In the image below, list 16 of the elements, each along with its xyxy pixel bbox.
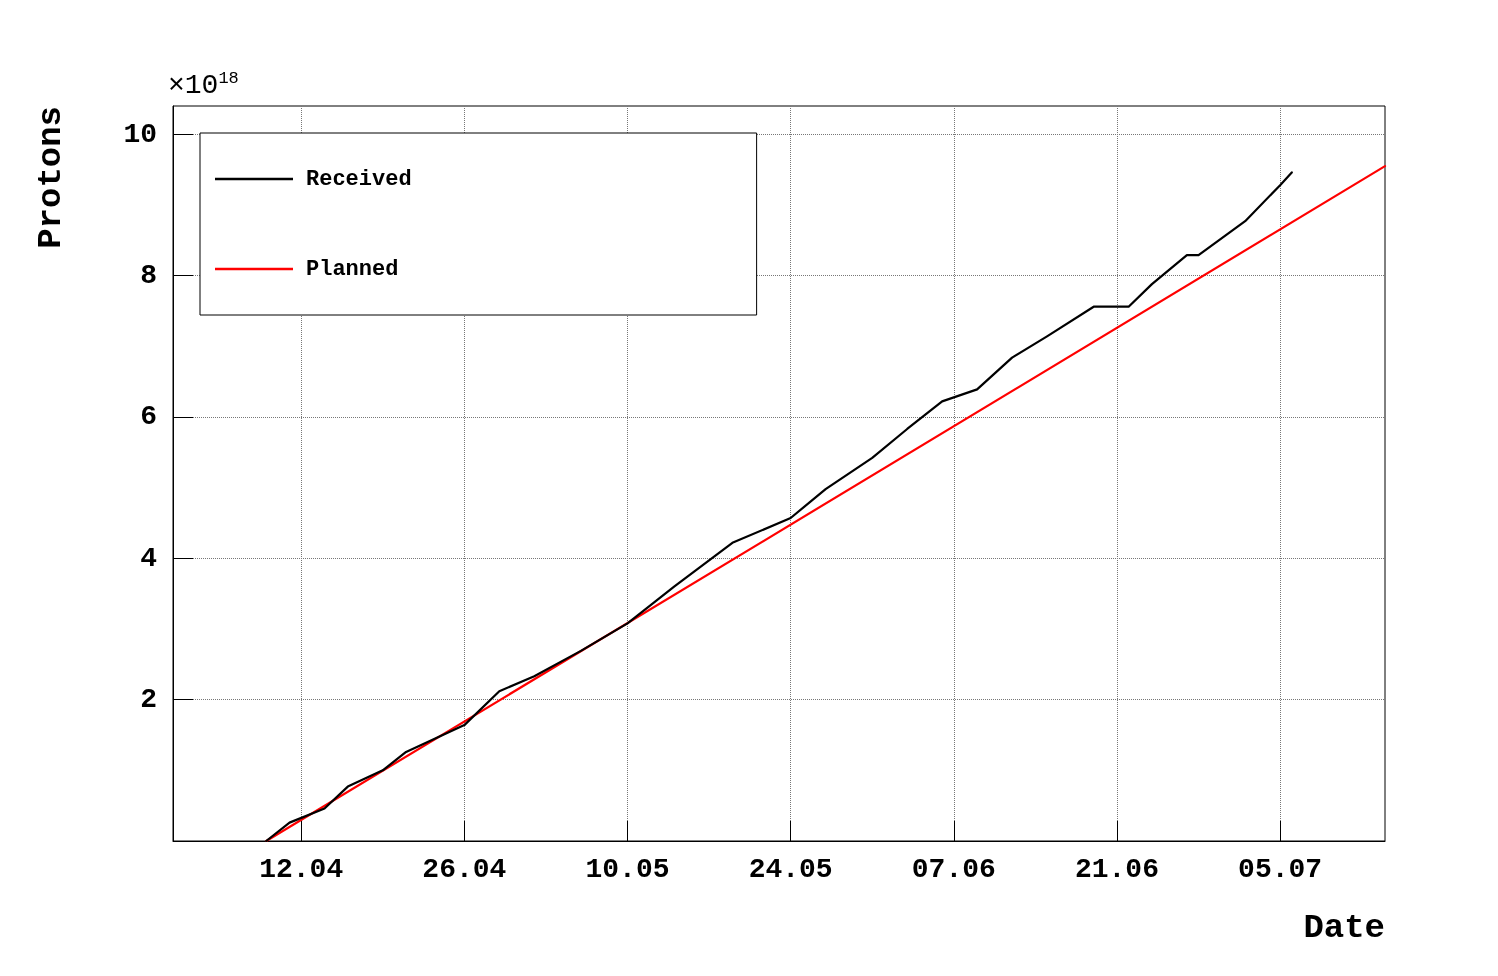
x-axis-title: Date: [1303, 909, 1385, 947]
y-tick-label: 6: [140, 401, 157, 433]
y-tick-label: 4: [140, 542, 157, 574]
x-tick-label: 26.04: [422, 853, 507, 885]
x-tick-label: 12.04: [259, 853, 344, 885]
legend-label: Planned: [306, 256, 399, 282]
x-tick-label: 07.06: [911, 853, 996, 885]
x-tick-label: 24.05: [748, 853, 833, 885]
y-axis-title: Protons: [32, 106, 70, 249]
y-tick-label: 2: [140, 684, 157, 716]
y-tick-label: 8: [140, 260, 157, 292]
x-tick-label: 05.07: [1238, 853, 1323, 885]
y-tick-label: 10: [123, 118, 157, 150]
x-tick-label: 21.06: [1074, 853, 1159, 885]
legend-label: Received: [306, 166, 412, 192]
x-tick-label: 10.05: [585, 853, 670, 885]
